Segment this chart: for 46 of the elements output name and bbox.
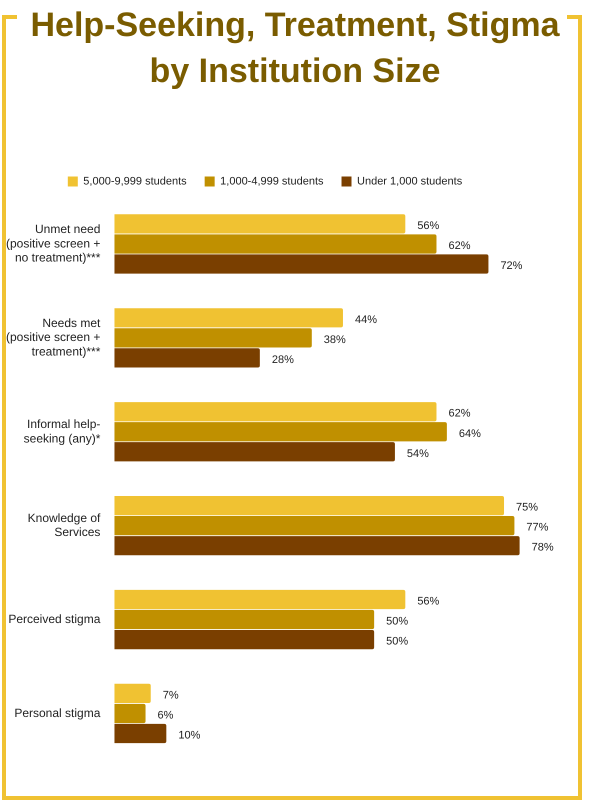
data-label: 38% xyxy=(324,334,346,346)
data-label: 62% xyxy=(448,240,471,252)
bar xyxy=(114,610,374,630)
bar xyxy=(114,684,151,704)
bar xyxy=(114,402,436,422)
data-label: 56% xyxy=(417,220,440,232)
data-label: 77% xyxy=(526,522,549,534)
legend-label: 5,000-9,999 students xyxy=(83,176,188,188)
bar xyxy=(114,422,447,442)
y-tick-label: Personal stigma xyxy=(14,706,101,720)
bar xyxy=(114,630,374,650)
legend-label: Under 1,000 students xyxy=(357,176,463,188)
data-label: 50% xyxy=(386,616,408,628)
data-label: 54% xyxy=(406,448,430,460)
data-label: 72% xyxy=(500,260,523,272)
bar xyxy=(114,348,260,368)
bar xyxy=(114,234,436,254)
legend-label: 1,000-4,999 students xyxy=(220,176,324,188)
y-tick-label: Needs met (positive screen + treatment)*** xyxy=(6,316,102,359)
data-label: 10% xyxy=(178,730,201,742)
y-tick-label: Informal help- seeking (any)* xyxy=(24,416,101,446)
bar xyxy=(114,328,312,348)
y-tick-label: Unmet need (positive screen + no treatment)*** xyxy=(6,222,101,265)
data-label: 75% xyxy=(516,502,538,514)
bar xyxy=(114,516,514,536)
data-label: 56% xyxy=(417,596,440,608)
bar xyxy=(114,536,520,556)
bar xyxy=(114,442,395,462)
data-label: 62% xyxy=(448,408,471,420)
y-tick-label: Perceived stigma xyxy=(8,612,101,626)
data-label: 7% xyxy=(162,689,179,702)
bar xyxy=(114,308,343,328)
data-label: 64% xyxy=(458,428,482,440)
data-label: 50% xyxy=(386,636,408,648)
data-label: 78% xyxy=(532,542,554,554)
y-tick-label: Knowledge of Services xyxy=(28,510,102,540)
bar xyxy=(114,590,406,610)
bar xyxy=(114,214,406,234)
chart-title: Help-Seeking, Treatment, Stigma by Institution Size xyxy=(29,5,561,92)
bar xyxy=(114,254,488,274)
bar xyxy=(114,496,504,516)
bar xyxy=(114,724,166,744)
bar xyxy=(114,704,146,724)
data-label: 44% xyxy=(354,314,378,326)
data-label: 6% xyxy=(158,709,174,722)
data-label: 28% xyxy=(272,354,294,366)
